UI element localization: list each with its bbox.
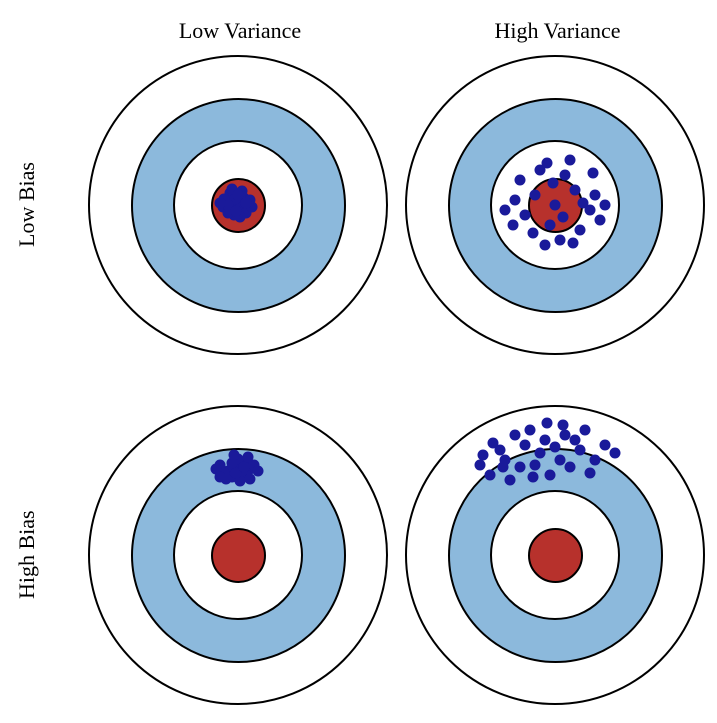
data-point (542, 418, 553, 429)
data-point (558, 420, 569, 431)
data-point (215, 472, 226, 483)
data-point (515, 462, 526, 473)
data-point (585, 468, 596, 479)
data-point (580, 425, 591, 436)
data-point (570, 185, 581, 196)
data-point (510, 195, 521, 206)
data-point (528, 228, 539, 239)
data-point (575, 445, 586, 456)
data-point (229, 450, 240, 461)
data-point (555, 455, 566, 466)
target-high-bias-high-variance (405, 405, 705, 705)
data-point (575, 225, 586, 236)
data-point (231, 206, 242, 217)
data-point (590, 455, 601, 466)
col-label-high-variance: High Variance (480, 18, 635, 44)
data-point (475, 460, 486, 471)
data-point (535, 448, 546, 459)
data-point (568, 238, 579, 249)
data-point (528, 472, 539, 483)
col-label-low-variance: Low Variance (165, 18, 315, 44)
bias-variance-diagram: Low Variance High Variance Low Bias High… (0, 0, 717, 723)
data-point (578, 198, 589, 209)
ring-3 (211, 528, 266, 583)
data-point (558, 212, 569, 223)
data-point (600, 200, 611, 211)
data-point (565, 462, 576, 473)
data-point (560, 170, 571, 181)
data-point (550, 200, 561, 211)
row-label-low-bias: Low Bias (14, 155, 40, 255)
target-low-bias-low-variance (88, 55, 388, 355)
data-point (241, 198, 252, 209)
row-label-high-bias: High Bias (14, 505, 40, 605)
data-point (510, 430, 521, 441)
data-point (478, 450, 489, 461)
data-point (542, 158, 553, 169)
data-point (540, 435, 551, 446)
data-point (565, 155, 576, 166)
data-point (588, 168, 599, 179)
data-point (515, 175, 526, 186)
data-point (520, 210, 531, 221)
ring-3 (528, 528, 583, 583)
data-point (610, 448, 621, 459)
data-point (488, 438, 499, 449)
data-point (245, 474, 256, 485)
data-point (485, 470, 496, 481)
data-point (525, 425, 536, 436)
data-point (545, 470, 556, 481)
data-point (550, 442, 561, 453)
data-point (530, 190, 541, 201)
target-low-bias-high-variance (405, 55, 705, 355)
data-point (498, 462, 509, 473)
data-point (590, 190, 601, 201)
data-point (570, 435, 581, 446)
data-point (215, 198, 226, 209)
data-point (530, 460, 541, 471)
data-point (505, 475, 516, 486)
data-point (500, 205, 511, 216)
data-point (600, 440, 611, 451)
target-high-bias-low-variance (88, 405, 388, 705)
data-point (520, 440, 531, 451)
data-point (540, 240, 551, 251)
data-point (548, 178, 559, 189)
data-point (555, 235, 566, 246)
data-point (239, 462, 250, 473)
data-point (595, 215, 606, 226)
data-point (545, 220, 556, 231)
data-point (508, 220, 519, 231)
